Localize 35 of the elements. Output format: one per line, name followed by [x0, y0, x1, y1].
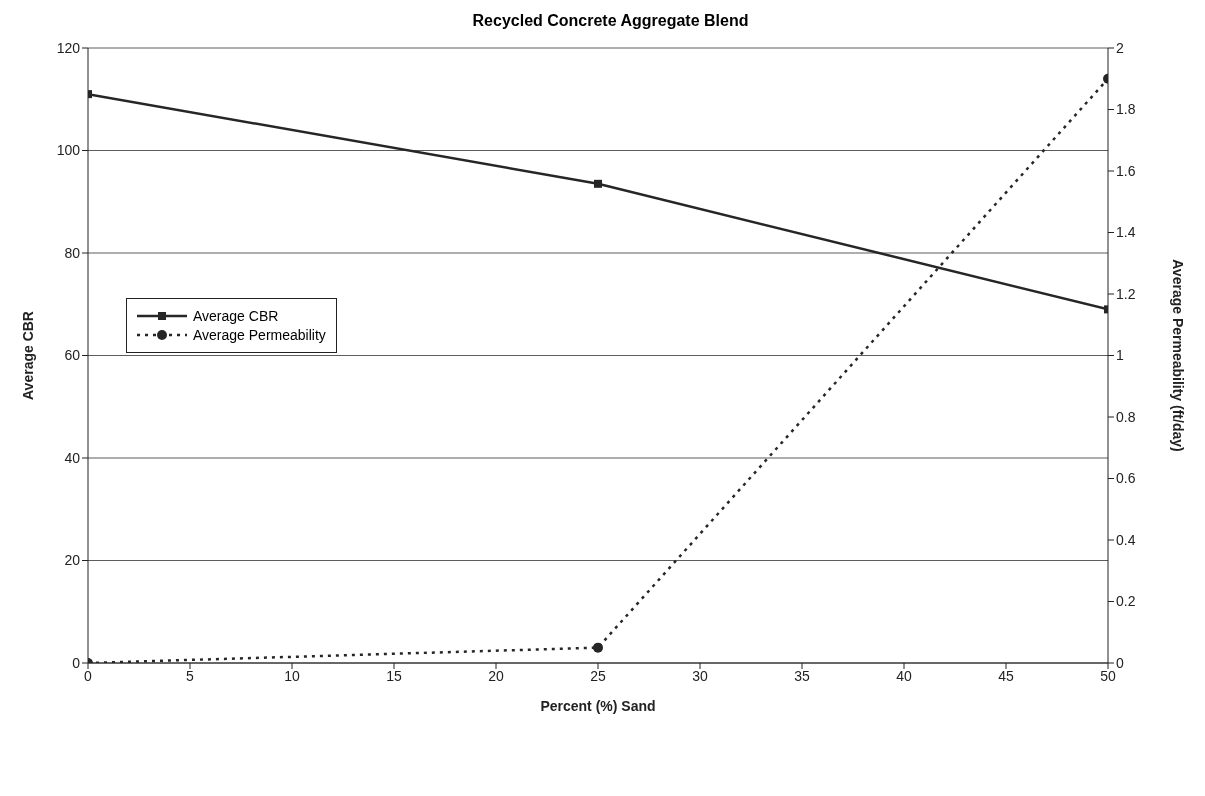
y-tick-label: 0 [72, 654, 81, 671]
y-tick-label: 100 [56, 142, 81, 159]
y-tick-label: 20 [64, 552, 81, 569]
y2-tick-label: 1.6 [1116, 162, 1136, 179]
y2-axis-title: Average Permeability (ft/day) [1170, 259, 1187, 452]
y2-tick-label: 2 [1116, 39, 1124, 56]
y2-tick-label: 1.4 [1116, 224, 1136, 241]
y2-tick-label: 0.6 [1116, 470, 1136, 487]
x-tick-label: 50 [1100, 667, 1116, 684]
y2-tick-label: 1.8 [1116, 101, 1136, 118]
x-tick-label: 15 [386, 667, 402, 684]
y-tick-label: 80 [64, 244, 81, 261]
x-tick-label: 40 [896, 667, 912, 684]
x-tick-label: 45 [998, 667, 1014, 684]
x-axis-title: Percent (%) Sand [540, 698, 656, 714]
y-tick-label: 60 [64, 347, 81, 364]
y2-tick-label: 0.4 [1116, 531, 1136, 548]
x-tick-label: 30 [692, 667, 708, 684]
legend-label: Average CBR [193, 308, 279, 324]
x-tick-label: 10 [284, 667, 300, 684]
x-tick-label: 0 [84, 667, 93, 684]
y-tick-label: 120 [56, 39, 81, 56]
y-tick-label: 40 [64, 449, 81, 466]
y2-tick-label: 1 [1116, 347, 1124, 364]
y2-tick-label: 0.8 [1116, 408, 1136, 425]
x-tick-label: 20 [488, 667, 504, 684]
x-tick-label: 35 [794, 667, 810, 684]
x-tick-label: 5 [186, 667, 195, 684]
y-axis-title: Average CBR [19, 311, 36, 400]
chart-title: Recycled Concrete Aggregate Blend [471, 12, 750, 30]
y2-tick-label: 1.2 [1116, 285, 1136, 302]
y2-tick-label: 0 [1116, 654, 1124, 671]
legend-label: Average Permeability [193, 327, 326, 343]
x-tick-label: 25 [590, 667, 606, 684]
y2-tick-label: 0.2 [1116, 593, 1136, 610]
